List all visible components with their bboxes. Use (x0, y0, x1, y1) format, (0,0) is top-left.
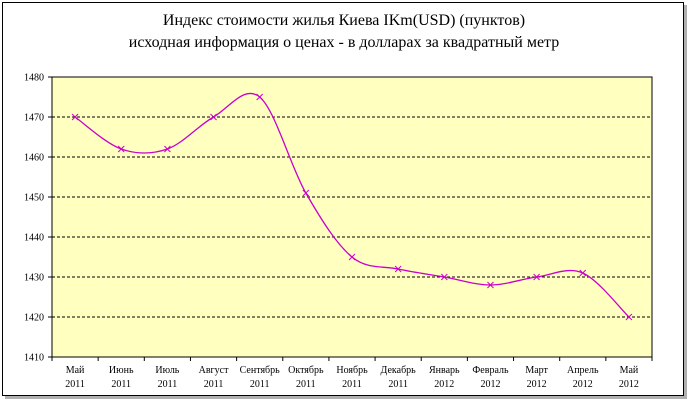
x-tick-label-month: Март (525, 365, 548, 376)
x-tick-label-month: Сентябрь (240, 365, 281, 376)
x-tick-label-month: Июль (155, 365, 179, 376)
x-tick-label-month: Август (199, 365, 229, 376)
data-point-marker (302, 189, 310, 197)
chart-title: Индекс стоимости жилья Киева IKm(USD) (п… (162, 12, 526, 29)
data-point-marker (348, 253, 356, 261)
y-tick-label: 1440 (24, 233, 44, 244)
y-tick-label: 1420 (24, 313, 44, 324)
y-tick-label: 1480 (24, 73, 44, 84)
x-tick-label-month: Ноябрь (336, 365, 368, 376)
x-tick-label-year: 2011 (250, 379, 270, 390)
data-point-marker (117, 145, 125, 153)
x-tick-label-year: 2012 (619, 379, 639, 390)
data-point-marker (71, 113, 79, 121)
x-tick-label-year: 2012 (573, 379, 593, 390)
y-tick-label: 1410 (24, 353, 44, 364)
y-tick-label: 1460 (24, 153, 44, 164)
data-point-marker (164, 145, 171, 153)
x-tick-label-month: Июнь (109, 365, 134, 376)
y-tick-label: 1430 (24, 273, 44, 284)
data-point-marker (210, 113, 217, 121)
data-point-marker (394, 265, 402, 273)
x-tick-label-year: 2012 (480, 379, 500, 390)
y-tick-label: 1450 (24, 193, 44, 204)
x-tick-label-month: Январь (429, 365, 460, 376)
x-tick-label-year: 2011 (111, 379, 131, 390)
x-tick-label-year: 2011 (204, 379, 224, 390)
data-point-marker (533, 273, 540, 281)
x-tick-label-year: 2011 (296, 379, 316, 390)
chart-subtitle: исходная информация о ценах - в долларах… (128, 34, 560, 51)
data-point-marker (625, 313, 633, 321)
x-tick-label-year: 2011 (342, 379, 362, 390)
x-tick-label-month: Декабрь (381, 365, 417, 376)
data-point-marker (440, 273, 448, 281)
data-point-marker (487, 281, 494, 289)
x-tick-label-month: Май (66, 365, 85, 376)
x-tick-label-month: Февраль (472, 365, 509, 376)
x-tick-label-year: 2012 (527, 379, 547, 390)
x-tick-label-month: Апрель (567, 365, 599, 376)
x-tick-label-year: 2012 (434, 379, 454, 390)
x-tick-label-year: 2011 (65, 379, 85, 390)
y-tick-label: 1470 (24, 113, 44, 124)
x-tick-label-year: 2011 (388, 379, 408, 390)
data-point-marker (579, 269, 587, 277)
data-point-marker (256, 93, 264, 101)
x-tick-label-year: 2011 (158, 379, 178, 390)
x-tick-label-month: Октябрь (288, 365, 324, 376)
plot-area (51, 76, 653, 358)
chart-title-block: Индекс стоимости жилья Киева IKm(USD) (п… (0, 10, 688, 54)
x-tick-label-month: Май (620, 365, 639, 376)
